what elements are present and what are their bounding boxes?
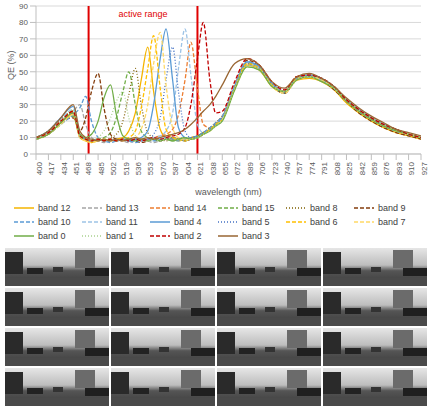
svg-text:30: 30 (19, 101, 28, 110)
html-text:band 7: band 7 (378, 217, 406, 227)
html-text:band 0: band 0 (38, 231, 66, 241)
svg-text:553: 553 (146, 161, 155, 175)
svg-text:655: 655 (221, 161, 230, 175)
svg-text:80: 80 (19, 18, 28, 27)
svg-text:50: 50 (19, 68, 28, 77)
svg-text:0: 0 (24, 150, 29, 159)
svg-text:451: 451 (72, 161, 81, 175)
svg-text:20: 20 (19, 117, 28, 126)
svg-text:502: 502 (109, 161, 118, 175)
html-text:band 11: band 11 (106, 217, 138, 227)
html-text:band 10: band 10 (38, 217, 71, 227)
html-text:band 2: band 2 (174, 231, 202, 241)
html-text:band 1: band 1 (106, 231, 134, 241)
html-text:band 5: band 5 (242, 217, 270, 227)
svg-text:621: 621 (196, 161, 205, 175)
svg-text:842: 842 (358, 161, 367, 175)
svg-text:689: 689 (246, 161, 255, 175)
svg-text:757: 757 (295, 161, 304, 175)
html-text:band 6: band 6 (310, 217, 338, 227)
svg-text:519: 519 (122, 161, 131, 175)
svg-text:active range: active range (119, 9, 168, 19)
html-text:band 9: band 9 (378, 203, 406, 213)
svg-text:587: 587 (171, 161, 180, 175)
svg-text:570: 570 (159, 161, 168, 175)
svg-text:876: 876 (382, 161, 391, 175)
svg-text:434: 434 (60, 161, 69, 175)
svg-text:672: 672 (233, 161, 242, 175)
html-text:band 12: band 12 (38, 203, 71, 213)
svg-text:638: 638 (209, 161, 218, 175)
svg-text:774: 774 (308, 161, 317, 175)
svg-text:723: 723 (271, 161, 280, 175)
svg-text:927: 927 (420, 161, 429, 175)
svg-text:740: 740 (283, 161, 292, 175)
svg-text:825: 825 (345, 161, 354, 175)
svg-text:808: 808 (333, 161, 342, 175)
svg-text:791: 791 (320, 161, 329, 175)
svg-text:400: 400 (35, 161, 44, 175)
html-text:band 8: band 8 (310, 203, 338, 213)
svg-text:417: 417 (47, 161, 56, 175)
svg-text:70: 70 (19, 35, 28, 44)
svg-text:859: 859 (370, 161, 379, 175)
svg-text:910: 910 (407, 161, 416, 175)
svg-text:wavelength (nm): wavelength (nm) (194, 187, 262, 197)
svg-text:893: 893 (395, 161, 404, 175)
html-text:band 15: band 15 (242, 203, 275, 213)
svg-text:468: 468 (84, 161, 93, 175)
html-text:band 14: band 14 (174, 203, 207, 213)
svg-text:60: 60 (19, 51, 28, 60)
html-text:band 3: band 3 (242, 231, 270, 241)
svg-text:10: 10 (19, 133, 28, 142)
svg-text:706: 706 (258, 161, 267, 175)
svg-text:QE (%): QE (%) (6, 50, 16, 80)
svg-text:536: 536 (134, 161, 143, 175)
svg-text:485: 485 (97, 161, 106, 175)
html-text:band 13: band 13 (106, 203, 139, 213)
html-text:band 4: band 4 (174, 217, 202, 227)
svg-text:40: 40 (19, 84, 28, 93)
svg-text:604: 604 (184, 161, 193, 175)
svg-text:90: 90 (19, 2, 28, 11)
